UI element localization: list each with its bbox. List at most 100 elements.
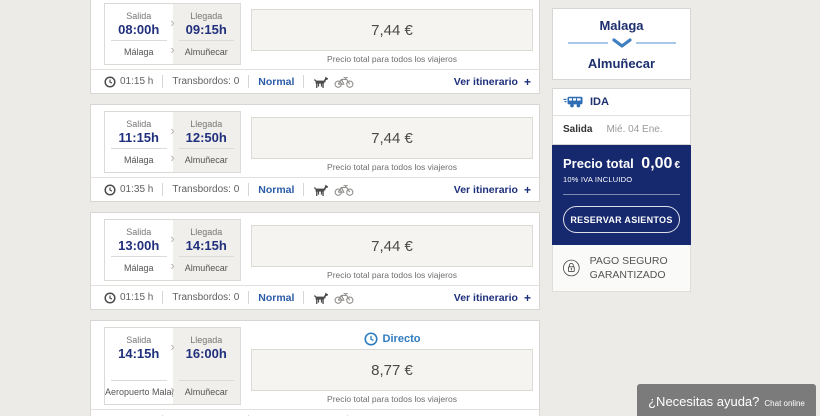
chevron-right-icon: ›	[170, 382, 175, 397]
price-note: Precio total para todos los viajeros	[327, 270, 457, 280]
price-value: 7,44 €	[371, 237, 413, 255]
divider	[248, 183, 250, 196]
view-itinerary-link[interactable]: Ver itinerario +	[454, 183, 531, 197]
outbound-summary: IDA Salida Mié. 04 Ene.	[552, 88, 691, 145]
divider	[162, 183, 164, 196]
salida-label: Salida	[126, 119, 152, 129]
arrival-column: Llegada 14:15h Almuñecar	[172, 220, 240, 280]
divider	[178, 148, 234, 149]
arrival-column: Llegada 12:50h Almuñecar	[172, 112, 240, 172]
divider	[111, 148, 167, 149]
price-note: Precio total para todos los viajeros	[327, 162, 457, 172]
fare-class-link[interactable]: Normal	[258, 183, 295, 196]
trip-card-footer: 01:15 h Transbordos: 0 Normal Ver itiner…	[91, 285, 539, 309]
total-price-panel: Precio total 0,00 € 10% IVA INCLUIDO RESE…	[552, 145, 691, 245]
departure-column: Salida 11:15h Málaga	[105, 112, 173, 172]
secure-payment-badge: PAGO SEGURO GARANTIZADO	[552, 245, 691, 292]
divider	[178, 256, 234, 257]
trip-card-top: Salida 08:00h Málaga Llegada 09:15h Almu…	[91, 0, 539, 65]
total-price-row: Precio total 0,00 €	[563, 155, 680, 173]
llegada-label: Llegada	[190, 335, 223, 345]
bicycle-icon	[335, 76, 354, 88]
divider	[248, 75, 250, 88]
divider	[162, 291, 164, 304]
departure-time: 08:00h	[118, 22, 160, 37]
lock-icon	[563, 259, 580, 277]
direct-badge: Directo	[251, 331, 533, 347]
arrival-time: 12:50h	[185, 130, 227, 145]
trip-schedule: Salida 13:00h Málaga Llegada 14:15h Almu…	[104, 219, 241, 281]
trip-card: Salida 11:15h Málaga Llegada 12:50h Almu…	[90, 104, 540, 202]
booking-sidebar: Malaga Almuñecar IDA Salida Mié. 04 Ene.…	[552, 8, 691, 292]
transfers-text: Transbordos: 0	[172, 292, 240, 303]
arrival-column: Llegada 09:15h Almuñecar	[172, 4, 240, 64]
clock-icon	[104, 183, 116, 196]
destination-name: Almuñecar	[184, 47, 228, 57]
direct-label: Directo	[382, 333, 421, 345]
duration-text: 01:15 h	[120, 76, 154, 87]
view-itinerary-link[interactable]: Ver itinerario +	[454, 75, 531, 89]
plus-icon: +	[523, 74, 531, 89]
fare-price-button[interactable]: 8,77 €	[251, 349, 533, 391]
chevron-right-icon: ›	[170, 258, 175, 273]
view-itinerary-label: Ver itinerario	[453, 183, 518, 196]
fare-class-link[interactable]: Normal	[258, 75, 295, 88]
bicycle-icon	[335, 292, 354, 304]
fare-price-button[interactable]: 7,44 €	[251, 117, 533, 159]
bicycle-icon	[335, 184, 354, 196]
salida-label: Salida	[126, 227, 152, 237]
departure-time: 13:00h	[118, 238, 160, 253]
origin-name: Málaga	[123, 263, 154, 273]
view-itinerary-label: Ver itinerario	[453, 291, 518, 304]
plus-icon: +	[523, 182, 531, 197]
trip-schedule: Salida 08:00h Málaga Llegada 09:15h Almu…	[104, 3, 241, 65]
departure-column: Salida 14:15h Aeropuerto Malaga	[105, 328, 182, 404]
trip-card-top: Salida 11:15h Málaga Llegada 12:50h Almu…	[91, 105, 539, 173]
clock-icon	[363, 332, 378, 346]
fare-price-button[interactable]: 7,44 €	[251, 9, 533, 51]
llegada-label: Llegada	[190, 227, 223, 237]
route-destination: Almuñecar	[587, 56, 656, 71]
reserve-seats-button[interactable]: RESERVAR ASIENTOS	[563, 206, 680, 233]
fare-class-link[interactable]: Normal	[258, 291, 295, 304]
trip-schedule: Salida 14:15h Aeropuerto Malaga Llegada …	[104, 327, 241, 405]
chat-online-link: Chat online	[764, 399, 805, 408]
plus-icon: +	[524, 415, 531, 416]
salida-date: Mié. 04 Ene.	[606, 124, 663, 135]
salida-label: Salida	[563, 124, 593, 135]
origin-name: Málaga	[123, 155, 154, 165]
divider	[111, 380, 167, 381]
destination-name: Almuñecar	[184, 263, 228, 273]
trip-schedule: Salida 11:15h Málaga Llegada 12:50h Almu…	[104, 111, 241, 173]
trip-card: Salida 14:15h Aeropuerto Malaga Llegada …	[90, 320, 540, 416]
trip-card-footer: 01:45 h Transbordos: 0 Supra Economy Ver…	[91, 409, 539, 416]
chat-widget[interactable]: ¿Necesitas ayuda? Chat online	[637, 384, 816, 416]
transfers-text: Transbordos: 0	[172, 184, 240, 195]
ida-label: IDA	[590, 96, 609, 108]
price-area: 7,44 € Precio total para todos los viaje…	[251, 3, 533, 65]
salida-label: Salida	[126, 335, 152, 345]
total-price-value: 0,00 €	[641, 155, 680, 172]
chat-question: ¿Necesitas ayuda?	[648, 394, 760, 409]
route-summary: Malaga Almuñecar	[552, 8, 691, 80]
chevron-right-icon: ›	[170, 42, 175, 57]
fare-price-button[interactable]: 7,44 €	[251, 225, 533, 267]
transfers-text: Transbordos: 0	[172, 76, 240, 87]
divider	[303, 183, 305, 196]
view-itinerary-link[interactable]: Ver itinerario +	[454, 291, 531, 305]
total-price-label: Precio total	[563, 156, 634, 171]
outbound-header: IDA	[553, 89, 690, 116]
price-area: Directo 8,77 € Precio total para todos l…	[251, 327, 533, 405]
divider	[111, 40, 167, 41]
origin-name: Málaga	[123, 47, 154, 57]
secure-payment-text: PAGO SEGURO GARANTIZADO	[589, 254, 668, 281]
trip-card-top: Salida 13:00h Málaga Llegada 14:15h Almu…	[91, 213, 539, 281]
divider	[303, 291, 305, 304]
price-value: 7,44 €	[371, 21, 413, 39]
divider	[178, 40, 234, 41]
dog-icon	[314, 292, 329, 304]
price-note: Precio total para todos los viajeros	[327, 54, 457, 64]
divider	[111, 256, 167, 257]
chevron-down-icon	[559, 36, 684, 54]
origin-name: Aeropuerto Malaga	[105, 387, 182, 397]
